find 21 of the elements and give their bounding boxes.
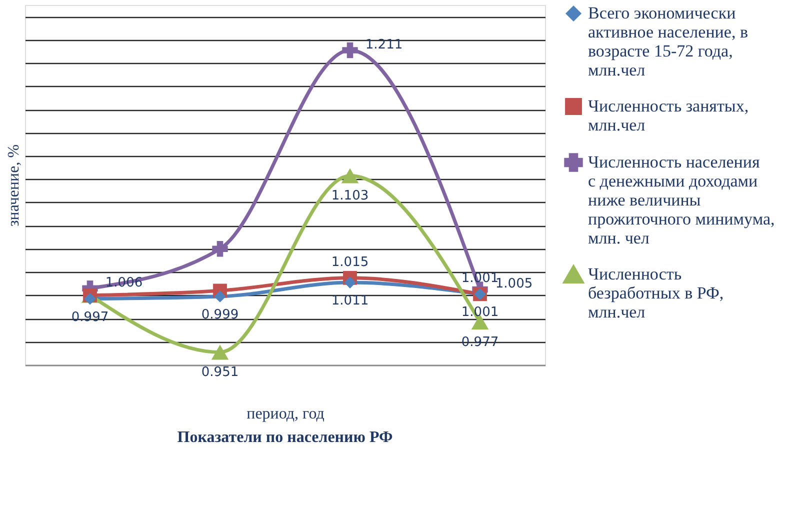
point <box>341 168 359 184</box>
y-axis-title: значение, % <box>6 144 22 227</box>
data-label: 1.211 <box>365 37 403 52</box>
data-label: 1.015 <box>331 254 369 270</box>
point <box>212 241 228 257</box>
legend-label: Всего экономически активное население, в возрасте 15-72 года, млн.чел <box>588 4 748 80</box>
point <box>211 344 229 360</box>
data-label: 1.103 <box>331 188 369 204</box>
legend-label: Численность занятых, млн.чел <box>588 96 749 134</box>
point <box>84 292 96 305</box>
legend-label: Численность безработных в РФ, млн.чел <box>588 264 724 322</box>
data-label: 1.011 <box>331 294 369 309</box>
point <box>344 276 356 288</box>
text: Показатели по населению РФ <box>177 429 393 446</box>
data-label: 0.951 <box>201 365 239 380</box>
x-axis-title: период, год <box>246 406 324 422</box>
data-label: 0.999 <box>201 307 239 322</box>
data-label: 1.005 <box>495 276 533 292</box>
point <box>342 42 358 58</box>
legend-label: Численность населения с денежными доходами ниже величины прожиточного минимума, млн. чел <box>588 152 775 248</box>
point <box>214 290 226 302</box>
